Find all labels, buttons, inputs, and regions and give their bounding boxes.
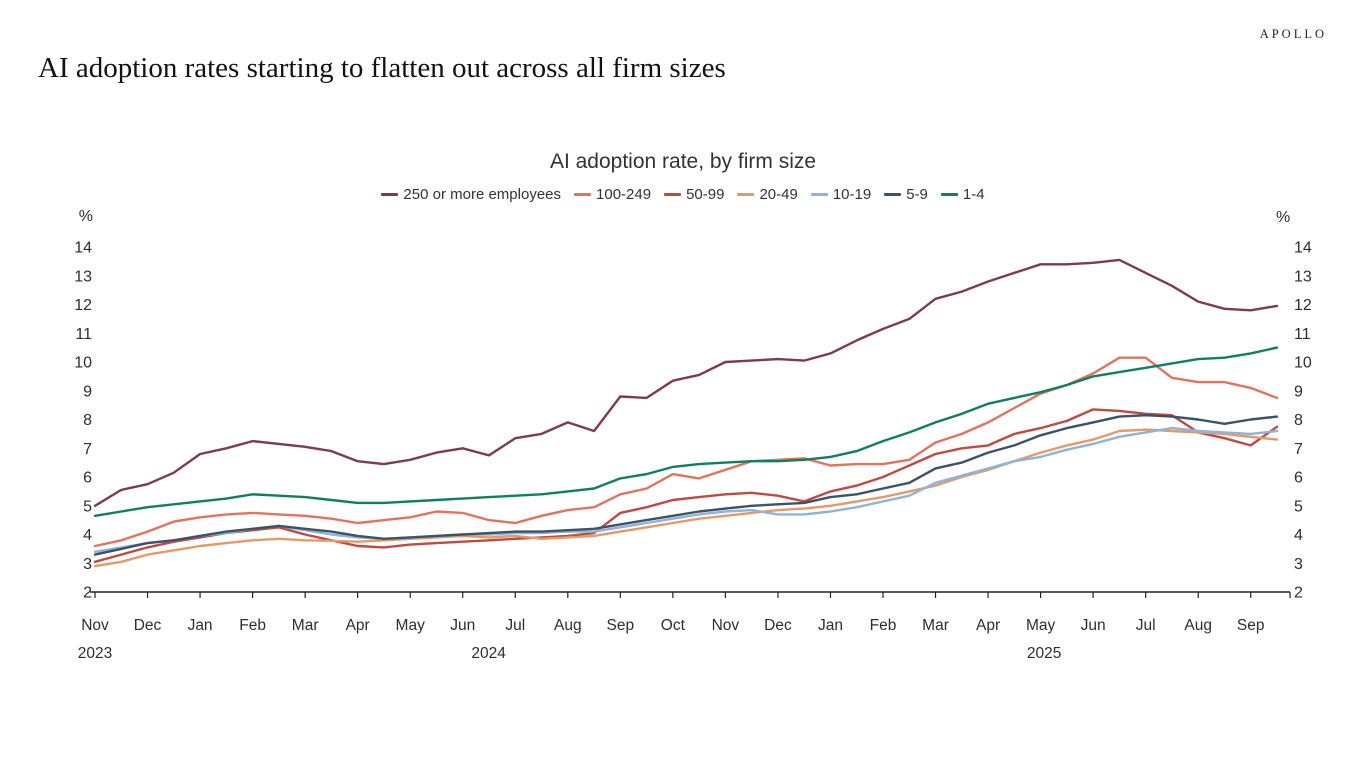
- legend-label: 20-49: [759, 186, 798, 203]
- legend-label: 250 or more employees: [403, 186, 562, 203]
- x-tick-label-sep-10: Sep: [607, 617, 635, 634]
- x-tick-label-nov-12: Nov: [712, 617, 740, 634]
- y-tick-left-13: 13: [74, 268, 92, 285]
- y-tick-left-7: 7: [83, 441, 92, 458]
- legend-label: 10-19: [832, 186, 872, 203]
- x-tick-label-jun-7: Jun: [450, 617, 475, 634]
- series-line-100-249: [93, 356, 1279, 548]
- y-tick-right-4: 4: [1294, 527, 1303, 544]
- legend-swatch-icon: [884, 193, 902, 196]
- x-tick-label-mar-4: Mar: [292, 617, 319, 634]
- legend-item-5-9: 5-9: [884, 186, 928, 203]
- y-tick-right-14: 14: [1294, 240, 1312, 257]
- y-tick-right-8: 8: [1294, 412, 1303, 429]
- y-tick-left-5: 5: [83, 498, 92, 515]
- x-tick-label-dec-1: Dec: [134, 617, 162, 634]
- y-tick-right-13: 13: [1294, 268, 1312, 285]
- y-tick-left-9: 9: [83, 383, 92, 400]
- x-tick-label-sep-22: Sep: [1237, 617, 1265, 634]
- x-tick-label-feb-3: Feb: [239, 617, 266, 634]
- y-tick-right-9: 9: [1294, 383, 1303, 400]
- y-tick-right-12: 12: [1294, 297, 1312, 314]
- x-tick-label-jan-2: Jan: [188, 617, 213, 634]
- legend-swatch-icon: [574, 193, 592, 196]
- series-line-250-or-more-employees: [93, 258, 1279, 507]
- x-tick-label-nov-0: Nov: [81, 617, 109, 634]
- x-tick-label-mar-16: Mar: [922, 617, 949, 634]
- legend-label: 50-99: [686, 186, 725, 203]
- year-label-2024: 2024: [471, 645, 506, 662]
- y-tick-right-5: 5: [1294, 498, 1303, 515]
- legend-label: 100-249: [596, 186, 652, 203]
- y-tick-left-3: 3: [83, 556, 92, 573]
- y-tick-left-2: 2: [83, 585, 92, 602]
- series-line-1-4: [93, 346, 1279, 517]
- y-tick-left-11: 11: [75, 326, 92, 343]
- series-line-50-99: [93, 408, 1279, 563]
- legend-item-50-99: 50-99: [664, 186, 724, 203]
- y-tick-right-6: 6: [1294, 470, 1303, 487]
- legend-swatch-icon: [381, 193, 399, 196]
- y-tick-right-7: 7: [1294, 441, 1303, 458]
- legend-item-20-49: 20-49: [737, 186, 798, 203]
- percent-label-right: %: [1276, 209, 1290, 226]
- y-tick-right-2: 2: [1294, 585, 1303, 602]
- page-title: AI adoption rates starting to flatten ou…: [38, 52, 726, 84]
- x-tick-label-jul-8: Jul: [505, 617, 525, 634]
- y-tick-left-14: 14: [74, 240, 92, 257]
- x-tick-label-aug-9: Aug: [554, 617, 582, 634]
- legend-item-10-19: 10-19: [810, 186, 872, 203]
- series-line-10-19: [93, 426, 1279, 553]
- y-tick-left-10: 10: [74, 355, 92, 372]
- y-tick-left-12: 12: [74, 297, 92, 314]
- legend-label: 5-9: [906, 186, 928, 203]
- year-label-2023: 2023: [78, 645, 112, 662]
- x-tick-label-may-18: May: [1026, 617, 1056, 634]
- legend-item-100-249: 100-249: [574, 186, 651, 203]
- series-line-5-9: [93, 414, 1279, 556]
- legend-item-250-or-more-employees: 250 or more employees: [381, 186, 561, 203]
- x-tick-label-oct-11: Oct: [661, 617, 686, 634]
- y-tick-left-4: 4: [83, 527, 92, 544]
- percent-label-left: %: [79, 208, 93, 225]
- y-tick-right-10: 10: [1294, 355, 1312, 372]
- legend-label: 1-4: [962, 186, 985, 203]
- legend-swatch-icon: [664, 193, 682, 196]
- x-tick-label-apr-5: Apr: [346, 617, 370, 634]
- legend-swatch-icon: [810, 193, 828, 196]
- legend-item-1-4: 1-4: [940, 186, 985, 203]
- chart-title: AI adoption rate, by firm size: [549, 150, 817, 173]
- legend-swatch-icon: [940, 193, 958, 196]
- series-line-20-49: [93, 428, 1279, 568]
- x-tick-label-feb-15: Feb: [870, 617, 897, 634]
- x-tick-label-apr-17: Apr: [976, 617, 1000, 634]
- y-tick-right-3: 3: [1294, 556, 1303, 573]
- chart-legend: 250 or more employees 100-249 50-99 20-49 10…: [0, 186, 1366, 203]
- y-tick-left-8: 8: [83, 412, 92, 429]
- x-tick-label-aug-21: Aug: [1184, 617, 1212, 634]
- x-tick-label-jan-14: Jan: [818, 617, 843, 634]
- x-tick-label-jun-19: Jun: [1081, 617, 1106, 634]
- x-tick-label-dec-13: Dec: [764, 617, 792, 634]
- x-tick-label-may-6: May: [396, 617, 426, 634]
- legend-swatch-icon: [737, 193, 755, 196]
- y-tick-left-6: 6: [83, 470, 92, 487]
- apollo-logo: APOLLO: [1259, 27, 1327, 41]
- y-tick-right-11: 11: [1294, 326, 1311, 343]
- year-label-2025: 2025: [1027, 645, 1061, 662]
- x-tick-label-jul-20: Jul: [1136, 617, 1156, 634]
